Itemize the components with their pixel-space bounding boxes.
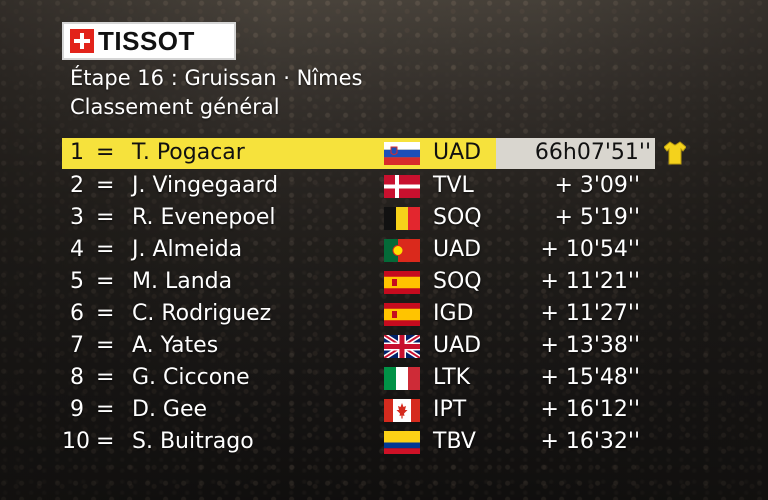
rank: 1 bbox=[70, 140, 84, 165]
gc-time: 66h07'51'' bbox=[534, 140, 651, 165]
rank: 9 bbox=[70, 397, 84, 422]
gc-time-gap: + 5'19'' bbox=[554, 205, 640, 230]
stage-title: Étape 16 : Gruissan · Nîmes bbox=[70, 66, 363, 90]
portugal-flag-icon bbox=[384, 239, 420, 262]
rider-name: G. Ciccone bbox=[132, 365, 250, 390]
gc-time-gap: + 16'32'' bbox=[540, 429, 640, 454]
team-code: SOQ bbox=[433, 269, 482, 294]
leader-highlight-band bbox=[62, 138, 496, 169]
gc-time-gap: + 11'27'' bbox=[540, 301, 640, 326]
gc-time-gap: + 15'48'' bbox=[540, 365, 640, 390]
stage-header: Étape 16 : Gruissan · Nîmes Classement g… bbox=[70, 64, 362, 122]
rank: 2 bbox=[70, 173, 84, 198]
rider-name: A. Yates bbox=[132, 333, 219, 358]
rank: 4 bbox=[70, 237, 84, 262]
position-change: = bbox=[96, 397, 115, 422]
position-change: = bbox=[96, 301, 115, 326]
rider-name: D. Gee bbox=[132, 397, 208, 422]
standings-row: 6 = C. Rodriguez IGD + 11'27'' bbox=[62, 298, 702, 330]
gc-time-gap: + 11'21'' bbox=[540, 269, 640, 294]
position-change: = bbox=[96, 269, 115, 294]
standings-row: 9 = D. Gee IPT + 16'12'' bbox=[62, 394, 702, 426]
gc-time-gap: + 10'54'' bbox=[540, 237, 640, 262]
canada-flag-icon bbox=[384, 399, 420, 422]
team-code: IPT bbox=[433, 397, 467, 422]
classification-title: Classement général bbox=[70, 95, 280, 119]
team-code: IGD bbox=[433, 301, 474, 326]
standings-row: 10 = S. Buitrago TBV + 16'32'' bbox=[62, 426, 702, 458]
colombia-flag-icon bbox=[384, 431, 420, 454]
team-code: UAD bbox=[433, 140, 482, 165]
rider-name: S. Buitrago bbox=[132, 429, 254, 454]
tissot-logo: TISSOT bbox=[62, 22, 236, 60]
position-change: = bbox=[96, 429, 115, 454]
rider-name: R. Evenepoel bbox=[132, 205, 276, 230]
rider-name: C. Rodriguez bbox=[132, 301, 272, 326]
rank: 7 bbox=[70, 333, 84, 358]
gc-time-gap: + 13'38'' bbox=[540, 333, 640, 358]
rank: 10 bbox=[62, 429, 90, 454]
rider-name: M. Landa bbox=[132, 269, 233, 294]
position-change: = bbox=[96, 205, 115, 230]
yellow-jersey-icon bbox=[664, 141, 686, 165]
uk-flag-icon bbox=[384, 335, 420, 358]
rank: 6 bbox=[70, 301, 84, 326]
standings-row-leader: 1 = T. Pogacar UAD 66h07'51'' bbox=[62, 137, 702, 170]
standings-row: 3 = R. Evenepoel SOQ + 5'19'' bbox=[62, 202, 702, 234]
position-change: = bbox=[96, 237, 115, 262]
belgium-flag-icon bbox=[384, 207, 420, 230]
rank: 5 bbox=[70, 269, 84, 294]
rider-name: J. Almeida bbox=[132, 237, 243, 262]
italy-flag-icon bbox=[384, 367, 420, 390]
rider-name: J. Vingegaard bbox=[132, 173, 279, 198]
standings-table: 1 = T. Pogacar UAD 66h07'51'' 2 = J. Vin… bbox=[62, 137, 702, 458]
slovenia-flag-icon bbox=[384, 142, 420, 165]
gc-time-gap: + 16'12'' bbox=[540, 397, 640, 422]
standings-row: 2 = J. Vingegaard TVL + 3'09'' bbox=[62, 170, 702, 202]
team-code: TVL bbox=[433, 173, 474, 198]
standings-row: 7 = A. Yates UAD + 13'38'' bbox=[62, 330, 702, 362]
spain-flag-icon bbox=[384, 303, 420, 326]
position-change: = bbox=[96, 173, 115, 198]
spain-flag-icon bbox=[384, 271, 420, 294]
position-change: = bbox=[96, 365, 115, 390]
rank: 8 bbox=[70, 365, 84, 390]
rider-name: T. Pogacar bbox=[132, 140, 245, 165]
team-code: TBV bbox=[433, 429, 476, 454]
rank: 3 bbox=[70, 205, 84, 230]
position-change: = bbox=[96, 140, 115, 165]
tissot-cross-icon bbox=[70, 29, 94, 53]
gc-time-gap: + 3'09'' bbox=[554, 173, 640, 198]
standings-row: 8 = G. Ciccone LTK + 15'48'' bbox=[62, 362, 702, 394]
logo-text: TISSOT bbox=[98, 25, 195, 56]
team-code: SOQ bbox=[433, 205, 482, 230]
denmark-flag-icon bbox=[384, 175, 420, 198]
team-code: LTK bbox=[433, 365, 471, 390]
team-code: UAD bbox=[433, 237, 482, 262]
leader-time-box bbox=[496, 138, 655, 169]
team-code: UAD bbox=[433, 333, 482, 358]
standings-row: 5 = M. Landa SOQ + 11'21'' bbox=[62, 266, 702, 298]
position-change: = bbox=[96, 333, 115, 358]
standings-row: 4 = J. Almeida UAD + 10'54'' bbox=[62, 234, 702, 266]
